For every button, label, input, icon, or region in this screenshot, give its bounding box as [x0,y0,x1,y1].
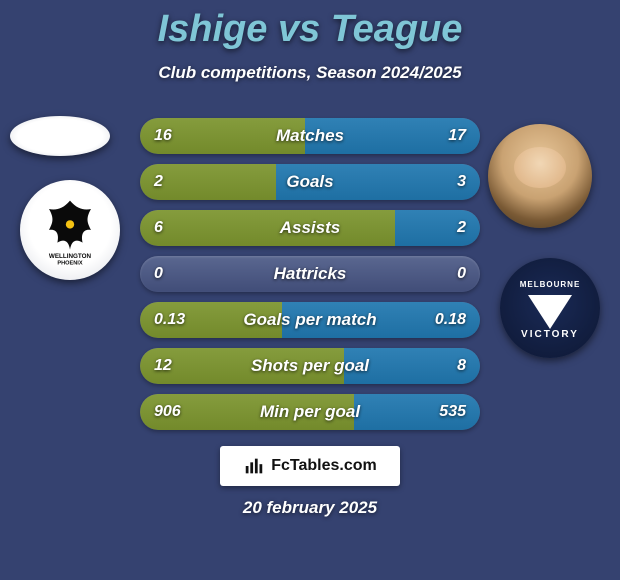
branding-text: FcTables.com [271,457,377,475]
row-label: Matches [140,118,480,154]
row-label: Min per goal [140,394,480,430]
chevron-icon [528,295,572,329]
page-subtitle: Club competitions, Season 2024/2025 [0,63,620,83]
comparison-row: 128Shots per goal [140,348,480,384]
row-label: Goals per match [140,302,480,338]
comparison-row: 62Assists [140,210,480,246]
phoenix-crest-icon: WELLINGTON PHOENIX [35,195,105,265]
comparison-row: 1617Matches [140,118,480,154]
player-left-avatar [10,116,110,156]
comparison-row: 00Hattricks [140,256,480,292]
page-title: Ishige vs Teague [0,0,620,51]
crest-left-label-bottom: PHOENIX [57,260,82,265]
row-label: Goals [140,164,480,200]
row-label: Hattricks [140,256,480,292]
footer-date: 20 february 2025 [0,498,620,518]
club-crest-left: WELLINGTON PHOENIX [20,180,120,280]
crest-right-label-top: MELBOURNE [520,280,581,289]
crest-right-label-bottom: VICTORY [521,329,579,340]
branding-badge: FcTables.com [220,446,400,486]
comparison-rows: 1617Matches 23Goals 62Assists 00Hattricks 0.… [140,118,480,440]
row-label: Shots per goal [140,348,480,384]
comparison-row: 23Goals [140,164,480,200]
comparison-row: 0.130.18Goals per match [140,302,480,338]
comparison-row: 906535Min per goal [140,394,480,430]
club-crest-right: MELBOURNE VICTORY [500,258,600,358]
row-label: Assists [140,210,480,246]
crest-left-label-top: WELLINGTON [49,253,92,260]
player-right-avatar [488,124,592,228]
bar-chart-icon [243,455,265,477]
